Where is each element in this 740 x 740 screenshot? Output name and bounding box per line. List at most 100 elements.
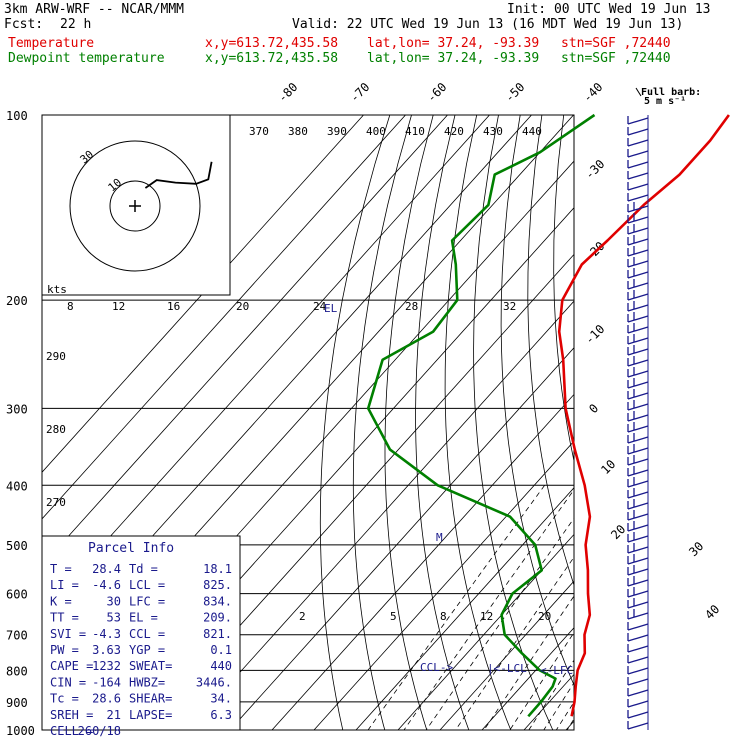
isotherm-label: -70 (347, 80, 372, 105)
isotherm-label: 20 (608, 522, 628, 542)
hodograph-trace (144, 161, 213, 189)
parcel-info-cell: SREH = (50, 708, 93, 722)
barb-key-title: Full barb: (641, 87, 701, 98)
temperature-profile (557, 114, 730, 717)
isotherm-label: -10 (582, 322, 607, 347)
isotherm-label: -60 (424, 80, 449, 105)
parcel-info-cell: 209. (203, 611, 232, 625)
isotherm-label: 0 (586, 401, 601, 416)
pressure-label: 500 (6, 539, 28, 553)
theta-label: 420 (444, 125, 464, 138)
temperature-station: stn=SGF ,72440 (561, 36, 671, 51)
parcel-info-cell: 28.4 (92, 562, 121, 576)
wind-barbs (627, 115, 649, 730)
parcel-info-cell: -4.3 (92, 627, 121, 641)
parcel-info-cell: 1232 (92, 659, 121, 673)
pressure-label: 400 (6, 479, 28, 493)
lfc-marker: <-LFC (540, 664, 573, 677)
parcel-info-cell: Tc = (50, 692, 79, 706)
parcel-info-cell: EL = (129, 611, 158, 625)
barb-key-value: 5 m s⁻¹ (644, 96, 686, 107)
parcel-info-cell: 440 (210, 659, 232, 673)
mixing-ratio-label: 12 (112, 300, 125, 313)
pressure-label: 1000 (6, 724, 35, 738)
pressure-label: 800 (6, 664, 28, 678)
theta-label: 380 (288, 125, 308, 138)
isotherm-label: 10 (598, 457, 618, 477)
theta-label: 370 (249, 125, 269, 138)
parcel-info-cell: 34. (210, 692, 232, 706)
isotherm-label: -50 (502, 80, 527, 105)
init-time: Init: 00 UTC Wed 19 Jun 13 (507, 2, 711, 17)
model-title: 3km ARW-WRF -- NCAR/MMM (4, 2, 185, 17)
dewpoint-legend: Dewpoint temperature (8, 51, 165, 66)
mixing-ratio-label: 24 (313, 300, 327, 313)
temperature-latlon: lat,lon= 37.24, -93.39 (367, 36, 540, 51)
theta-label: 390 (327, 125, 347, 138)
mixing-ratio-label: 8 (67, 300, 74, 313)
ccl-marker: CCL-> (420, 661, 453, 674)
parcel-info-cell: 30 (107, 594, 121, 608)
parcel-info-cell: K = (50, 594, 72, 608)
parcel-info-cell: CELL = (50, 724, 93, 738)
dewpoint-latlon: lat,lon= 37.24, -93.39 (367, 51, 540, 66)
parcel-info-cell: 3446. (196, 675, 232, 689)
valid-time: Valid: 22 UTC Wed 19 Jun 13 (16 MDT Wed … (292, 17, 684, 32)
mixing-ratio-label: 28 (405, 300, 418, 313)
temperature-legend: Temperature (8, 36, 95, 51)
parcel-info-cell: CIN = (50, 675, 86, 689)
mixing-ratio-label: 20 (236, 300, 249, 313)
parcel-info-cell: 21 (107, 708, 121, 722)
forecast-hour: 22 h (60, 17, 92, 32)
parcel-info-cell: TT = (50, 611, 79, 625)
el-marker: EL (324, 302, 338, 315)
parcel-info-cell: -164 (92, 675, 121, 689)
pressure-label: 300 (6, 402, 28, 416)
parcel-info-cell: T = (50, 562, 72, 576)
pressure-label: 900 (6, 696, 28, 710)
parcel-info-cell: 3.63 (92, 643, 121, 657)
parcel-info-cell: 0.1 (210, 643, 232, 657)
parcel-info-cell: LAPSE= (129, 708, 172, 722)
mixing-ratio-label: 32 (503, 300, 516, 313)
parcel-info-cell: 53 (107, 611, 121, 625)
parcel-info-cell: -4.6 (92, 578, 121, 592)
theta-side-label: 290 (46, 350, 66, 363)
theta-label: 410 (405, 125, 425, 138)
mixing-ratio-label: 8 (440, 610, 447, 623)
mixing-ratio-label: 2 (299, 610, 306, 623)
isotherm-label: 30 (686, 539, 706, 559)
mixing-ratio-label: 5 (390, 610, 397, 623)
theta-side-label: 280 (46, 423, 66, 436)
parcel-info-cell: LCL = (129, 578, 165, 592)
parcel-info-cell: 834. (203, 594, 232, 608)
theta-label: 430 (483, 125, 503, 138)
mixing-ratio-label: 12 (480, 610, 493, 623)
parcel-info-cell: SWEAT= (129, 659, 172, 673)
parcel-info-cell: PW = (50, 643, 79, 657)
parcel-info-cell: LFC = (129, 594, 165, 608)
isotherm-label: -40 (580, 80, 605, 105)
barb-key: Full barb: 5 m s⁻¹ (635, 87, 701, 107)
parcel-info-cell: SHEAR= (129, 692, 172, 706)
parcel-info-cell: Td = (129, 562, 158, 576)
parcel-info-cell: YGP = (129, 643, 165, 657)
theta-label: 440 (522, 125, 542, 138)
lcl-marker: |<-LCL (487, 662, 527, 675)
mixing-ratio-label: 16 (167, 300, 180, 313)
theta-label: 400 (366, 125, 386, 138)
hodograph: 10 30 kts (41, 114, 231, 296)
pressure-label: 700 (6, 629, 28, 643)
pressure-label: 200 (6, 294, 28, 308)
parcel-info-cell: 18.1 (203, 562, 232, 576)
mixing-ratio-label: 20 (538, 610, 551, 623)
m-marker: M (436, 531, 443, 544)
parcel-info-cell: 28.6 (92, 692, 121, 706)
dewpoint-station: stn=SGF ,72440 (561, 51, 671, 66)
parcel-info-cell: 825. (203, 578, 232, 592)
parcel-info-cell: CAPE = (50, 659, 93, 673)
temperature-xy: x,y=613.72,435.58 (205, 36, 339, 51)
parcel-info-cell: CCL = (129, 627, 165, 641)
theta-side-label: 270 (46, 496, 66, 509)
